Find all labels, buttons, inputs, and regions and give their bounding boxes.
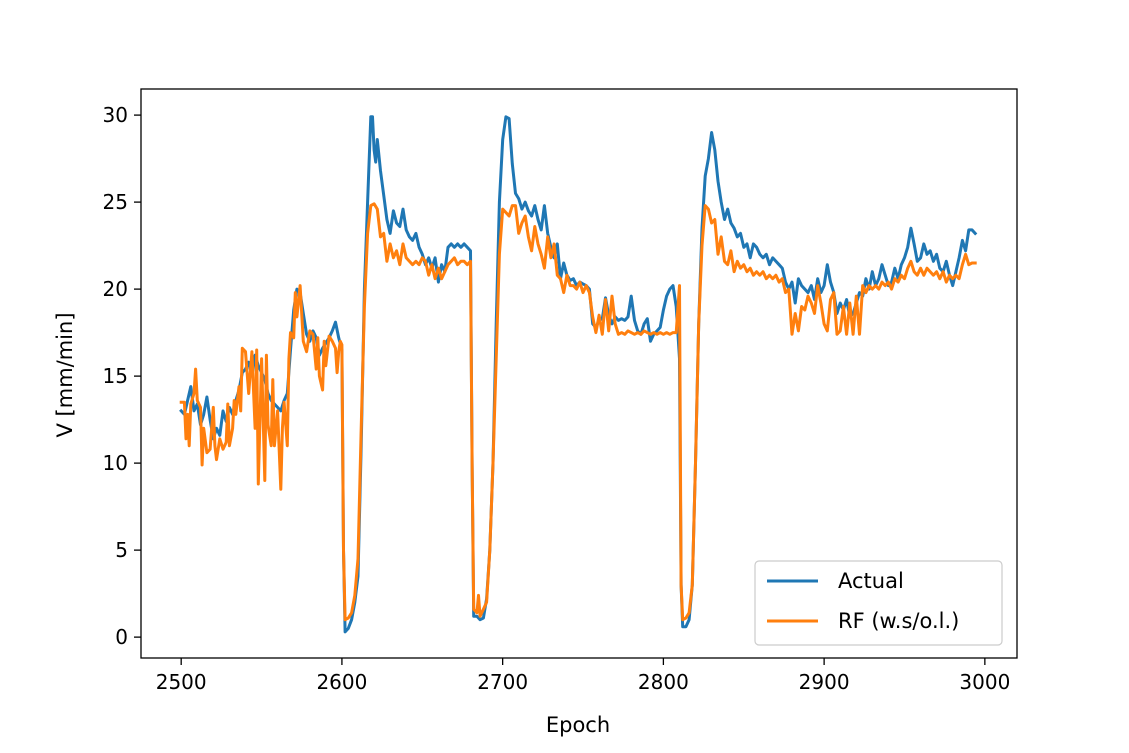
x-axis: 2500 2600 2700 2800 2900 3000 [156, 658, 1010, 694]
x-tick-label: 2600 [316, 670, 367, 694]
x-tick-label: 2500 [156, 670, 207, 694]
y-tick-label: 10 [103, 451, 128, 475]
y-tick-label: 0 [115, 625, 128, 649]
y-axis-label: V [mm/min] [53, 312, 77, 437]
series-group [179, 115, 978, 634]
series-line-actual [179, 115, 978, 634]
y-tick-label: 20 [103, 277, 128, 301]
x-tick-label: 2900 [799, 670, 850, 694]
y-tick-label: 5 [115, 538, 128, 562]
x-tick-label: 2700 [477, 670, 528, 694]
y-tick-label: 15 [103, 364, 128, 388]
x-tick-label: 3000 [959, 670, 1010, 694]
legend-label-rf: RF (w.s/o.l.) [838, 609, 959, 633]
legend: Actual RF (w.s/o.l.) [754, 560, 1003, 646]
axes-frame [140, 88, 1018, 659]
series-line-rf [179, 202, 977, 622]
y-tick-label: 25 [103, 190, 128, 214]
y-tick-label: 30 [103, 103, 128, 127]
x-tick-label: 2800 [638, 670, 689, 694]
legend-label-actual: Actual [838, 569, 904, 593]
y-axis: 0 5 10 15 20 25 30 [103, 103, 141, 649]
x-axis-label: Epoch [546, 713, 610, 737]
